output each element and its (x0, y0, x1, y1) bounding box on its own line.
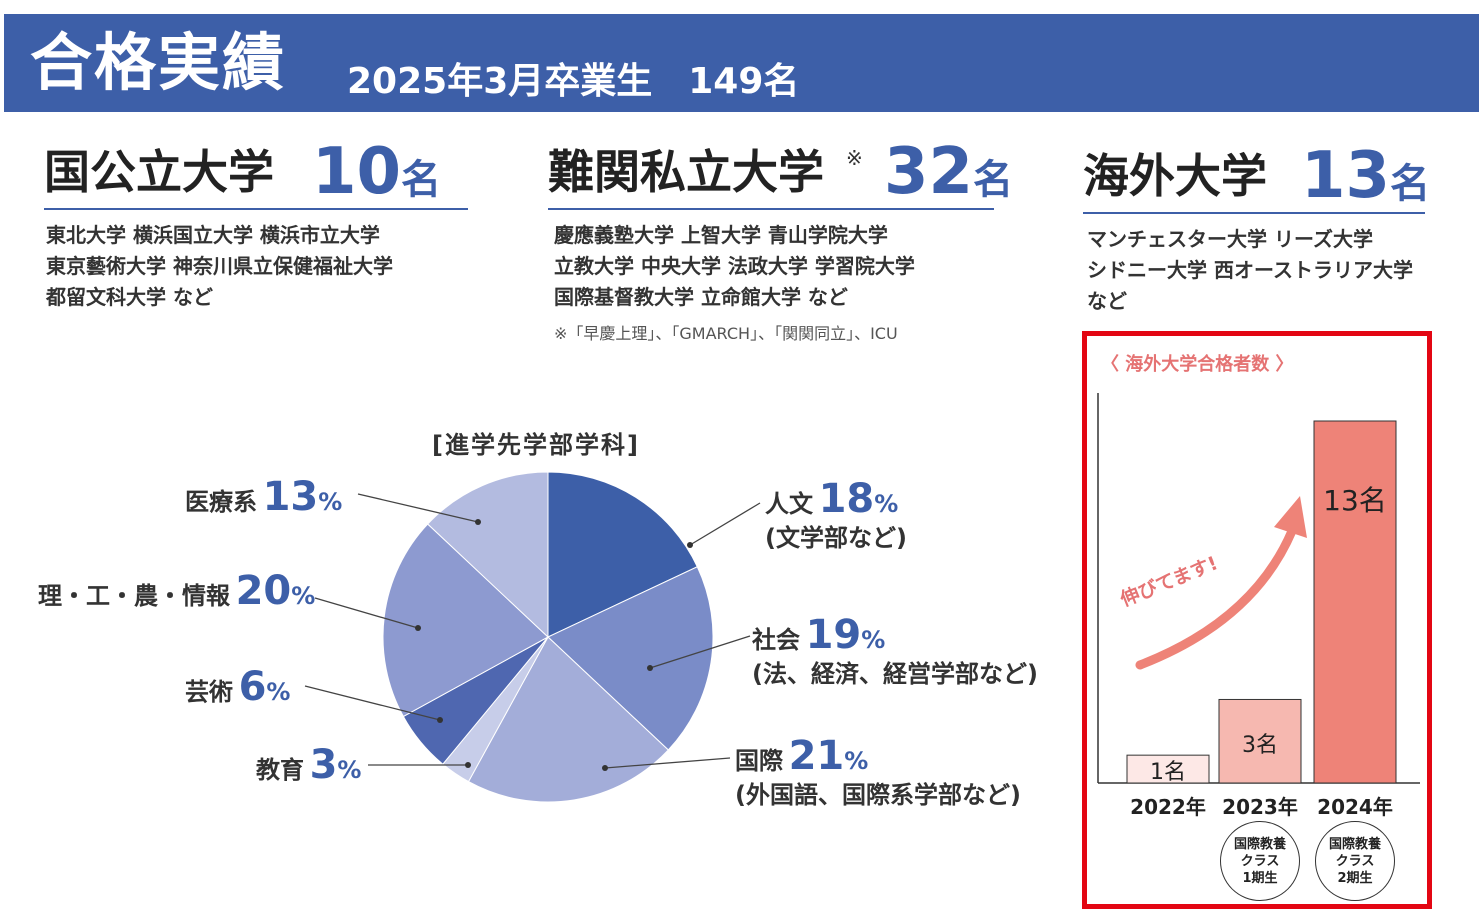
leader-dot-1 (647, 665, 653, 671)
class-note-line: 2期生 (1337, 870, 1373, 886)
category-private: 難関私立大学 ※ 32名 慶應義塾大学 上智大学 青山学院大学 立教大学 中央大… (548, 135, 1013, 347)
category-count: 32名 (884, 135, 1014, 209)
bar-chart-title: 〈 海外大学合格者数 〉 (1101, 354, 1294, 375)
pie-label-arts: 芸術 6% (185, 664, 291, 710)
class-note-line: 国際教養 (1328, 836, 1381, 852)
pie-slice-2 (467, 636, 669, 803)
category-overseas: 海外大学 13名 マンチェスター大学 リーズ大学 シドニー大学 西オーストラリア… (1083, 139, 1430, 316)
category-national: 国公立大学 10名 東北大学 横浜国立大学 横浜市立大学 東京藝術大学 神奈川県… (44, 135, 468, 322)
bar-value-label: 3名 (1242, 733, 1278, 759)
leader-dot-4 (437, 717, 443, 723)
leader-line-2 (604, 757, 731, 769)
class-note-line: クラス (1240, 853, 1280, 869)
class-note-badge: 国際教養 クラス 1期生 (1220, 821, 1300, 901)
footnote-mark: ※ (846, 146, 863, 170)
category-count: 10名 (312, 135, 442, 209)
class-note-line: クラス (1335, 853, 1375, 869)
pie-chart (304, 471, 761, 803)
leader-line-1 (649, 635, 751, 669)
bar-0 (1126, 754, 1210, 784)
leader-dot-3 (465, 762, 471, 768)
bar-category-label: 2022年 (1130, 795, 1206, 819)
bar-chart (1097, 393, 1420, 784)
divider (548, 208, 994, 210)
leader-line-5 (314, 597, 419, 629)
class-note-line: 1期生 (1242, 870, 1278, 886)
category-name: 難関私立大学 (548, 145, 824, 199)
pie-slice-6 (427, 471, 549, 639)
divider (1083, 212, 1425, 214)
header-banner: 合格実績 2025年3月卒業生 149名 (4, 14, 1479, 112)
growth-arrow (1135, 526, 1297, 670)
leader-dot-2 (602, 765, 608, 771)
leader-dot-5 (415, 625, 421, 631)
bar-value-label: 13名 (1323, 484, 1387, 517)
pie-slice-1 (547, 566, 714, 751)
footnote: ※「早慶上理」、「GMARCH」、「関関同立」、ICU (554, 324, 898, 343)
bar-2 (1313, 420, 1397, 784)
pie-slice-5 (382, 523, 549, 718)
growth-arrow-head (1274, 496, 1307, 538)
bar-category-label: 2023年 (1222, 795, 1298, 819)
pie-label-medical: 医療系 13% (185, 474, 343, 520)
leader-line-4 (304, 685, 441, 721)
pie-label-education: 教育 3% (256, 742, 362, 788)
pie-label-international: 国際 21% (外国語、国際系学部など) (735, 733, 1021, 809)
class-note-line: 国際教養 (1233, 836, 1286, 852)
pie-label-social: 社会 19% (法、経済、経営学部など) (752, 612, 1038, 688)
pie-slice-0 (547, 471, 698, 638)
category-name: 国公立大学 (44, 145, 274, 199)
leader-dot-6 (475, 519, 481, 525)
divider (44, 208, 468, 210)
leader-dot-0 (687, 542, 693, 548)
bar-1 (1218, 698, 1302, 784)
page-title: 合格実績 (30, 26, 287, 99)
category-name: 海外大学 (1083, 149, 1267, 203)
pie-label-humanities: 人文 18% (文学部など) (765, 476, 907, 552)
bar-category-label: 2024年 (1317, 795, 1393, 819)
pie-title: [進学先学部学科] (432, 431, 640, 459)
university-list: マンチェスター大学 リーズ大学 シドニー大学 西オーストラリア大学 など (1087, 227, 1413, 313)
university-list: 慶應義塾大学 上智大学 青山学院大学 立教大学 中央大学 法政大学 学習院大学 … (554, 223, 915, 309)
page-subtitle: 2025年3月卒業生 149名 (347, 61, 800, 102)
class-note-badge: 国際教養 クラス 2期生 (1315, 821, 1395, 901)
bar-value-label: 1名 (1150, 760, 1186, 786)
leader-line-0 (689, 502, 761, 546)
university-list: 東北大学 横浜国立大学 横浜市立大学 東京藝術大学 神奈川県立保健福祉大学 都留… (46, 223, 393, 309)
leader-line-6 (357, 493, 479, 523)
pie-label-science: 理・工・農・情報 20% (38, 568, 316, 614)
category-count: 13名 (1301, 139, 1431, 213)
